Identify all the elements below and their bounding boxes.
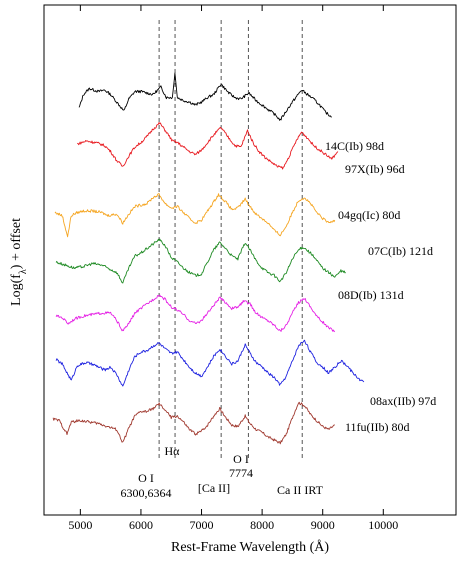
- spectrum-line: [52, 401, 335, 445]
- plot-frame: [43, 4, 457, 516]
- series-labels: 14C(Ib) 98d 97X(Ib) 96d 04gq(Ic) 80d 07C(Ib…: [325, 139, 436, 434]
- series-label: 08ax(IIb) 97d: [370, 394, 436, 408]
- line-marker-label-caii_irt: Ca II IRT: [277, 483, 324, 497]
- line-marker-label-oi6300: O I: [138, 471, 154, 485]
- y-axis-label-tail: ) + offset: [9, 218, 24, 269]
- spectra-series: [52, 72, 365, 445]
- x-tick-label: 5000: [68, 518, 92, 532]
- spectrum-line: [78, 72, 332, 121]
- x-tick-label: 7000: [190, 518, 214, 532]
- x-tick-label: 6000: [129, 518, 153, 532]
- series-label: 07C(Ib) 121d: [368, 244, 433, 258]
- line-marker-label-caii_forbidden: [Ca II]: [198, 481, 230, 495]
- spectrum-line: [55, 238, 346, 284]
- line-marker-label-halpha: Hα: [165, 444, 181, 458]
- series-label: 14C(Ib) 98d: [325, 139, 384, 153]
- spectrum-line: [55, 294, 336, 333]
- x-tick-label: 8000: [250, 518, 274, 532]
- line-marker-label-oi7774: 7774: [229, 466, 253, 480]
- series-label: 04gq(Ic) 80d: [338, 208, 400, 222]
- y-axis-label-main: Log(f: [9, 274, 24, 306]
- x-tick-label: 10000: [368, 518, 398, 532]
- line-markers: [158, 20, 303, 460]
- series-label: 08D(Ib) 131d: [338, 288, 404, 302]
- spectrum-line: [77, 122, 339, 170]
- x-tick-label: 9000: [311, 518, 335, 532]
- spectrum-line: [54, 193, 336, 238]
- x-axis-label: Rest-Frame Wavelength (Å): [171, 539, 329, 555]
- line-marker-label-oi7774: O I: [233, 452, 249, 466]
- line-marker-label-oi6300: 6300,6364: [121, 486, 172, 500]
- x-axis: 5000 6000 7000 8000 9000 10000: [68, 5, 398, 532]
- spectrum-line: [55, 339, 365, 387]
- series-label: 97X(Ib) 96d: [345, 162, 405, 176]
- y-axis-label: Log(fλ) + offset: [9, 218, 29, 306]
- series-label: 11fu(IIb) 80d: [345, 420, 410, 434]
- y-axis-label-sub: λ: [18, 269, 29, 274]
